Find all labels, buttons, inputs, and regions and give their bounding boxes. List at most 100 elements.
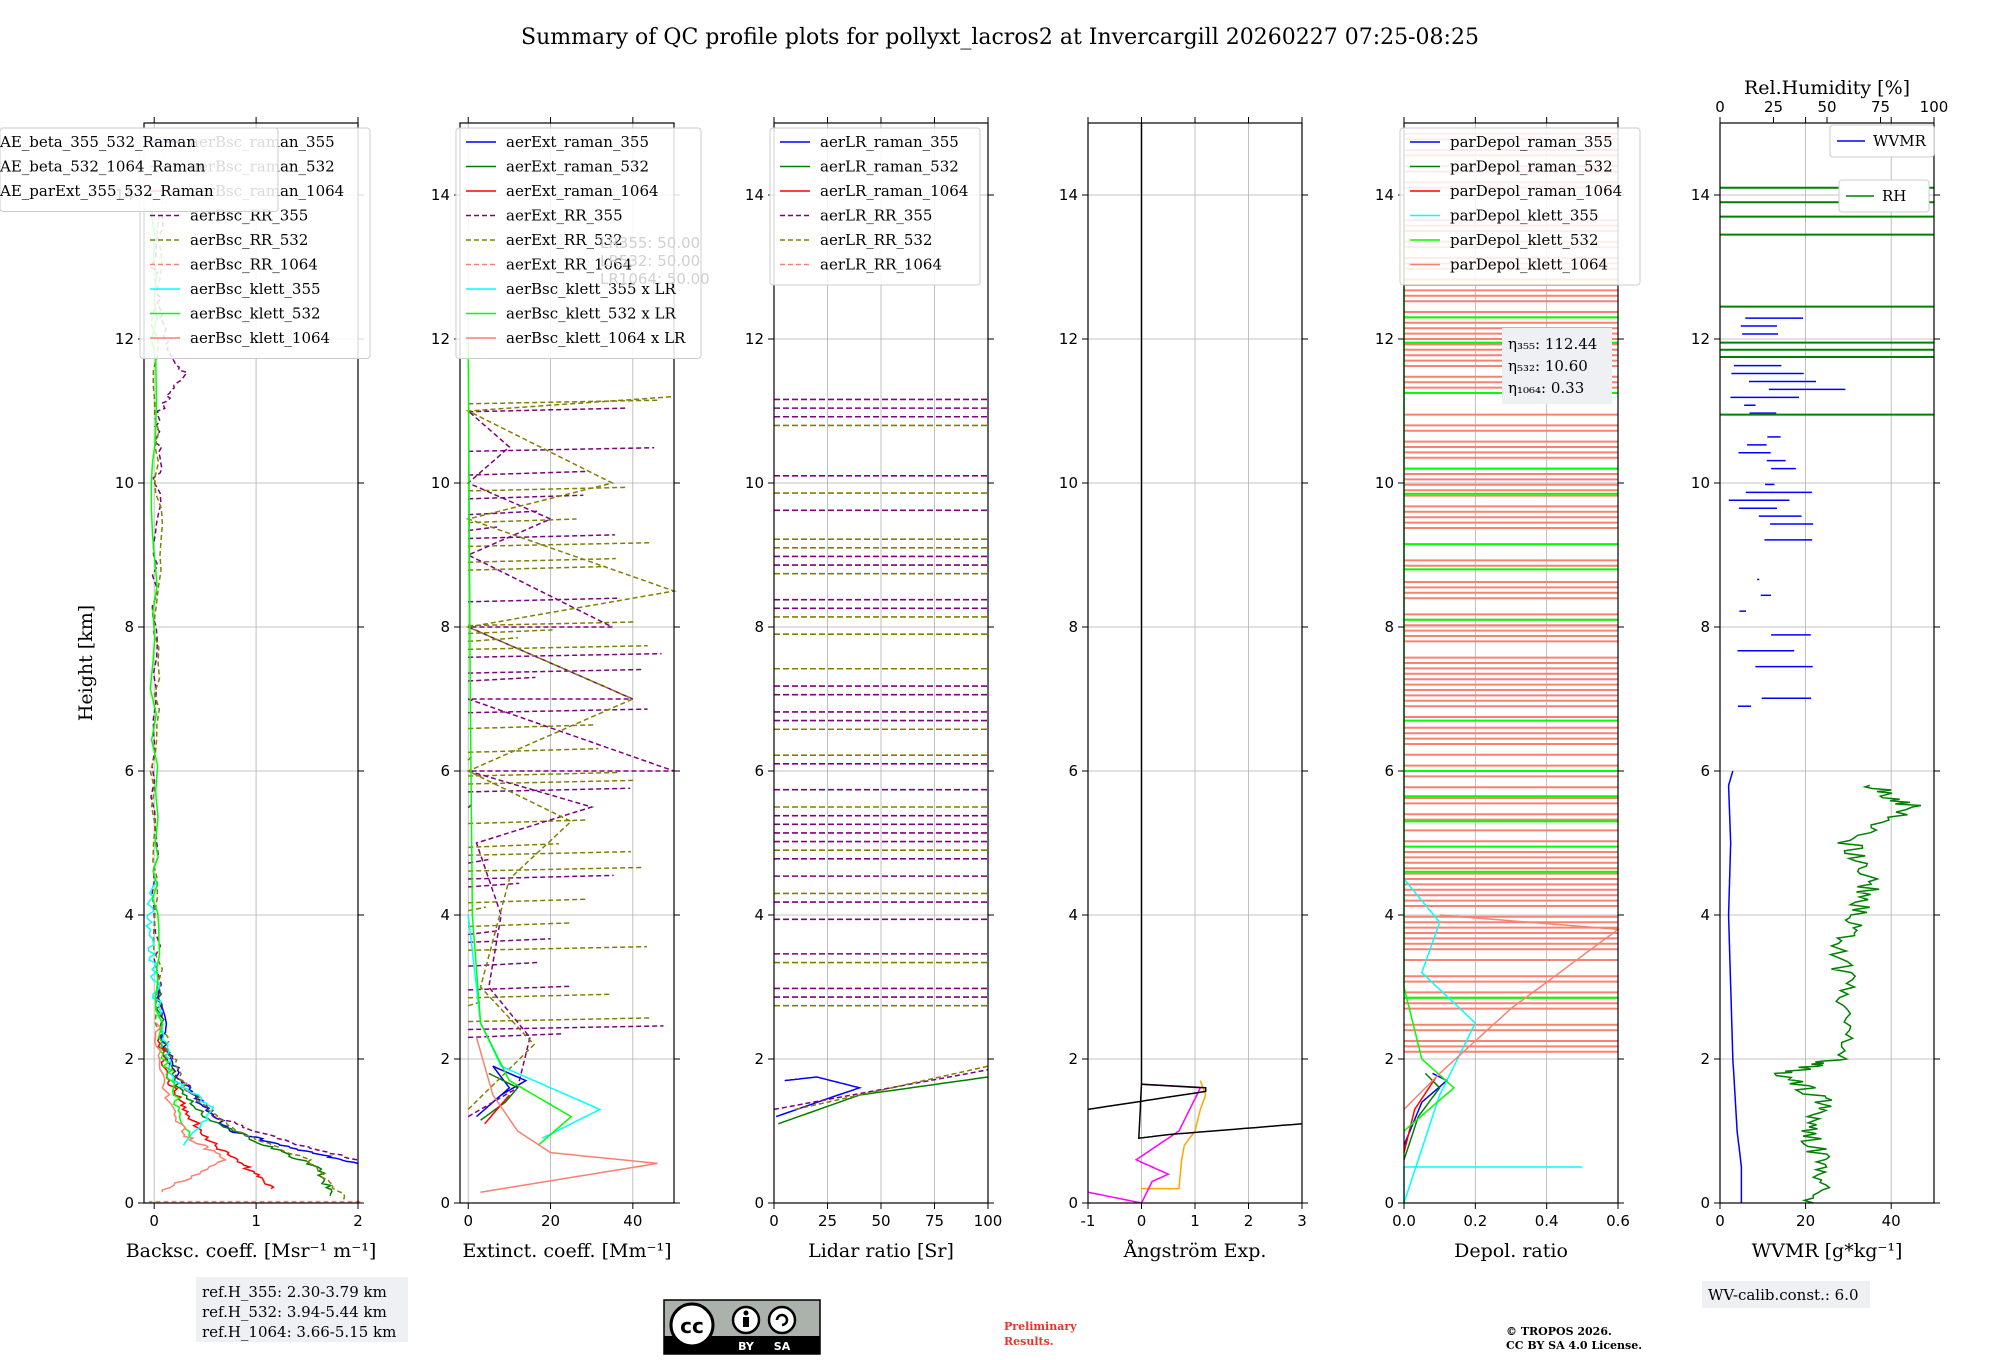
series-aerext-rr-532: [465, 395, 677, 1110]
y-tick-label: 10: [115, 474, 134, 492]
series-aerbsc-klett-355-x-lr: [467, 914, 602, 1139]
y-tick-label: 4: [754, 906, 764, 924]
svg-text:cc: cc: [680, 1314, 704, 1338]
y-tick-label: 10: [431, 474, 450, 492]
eta-label: η₅₃₂: 10.60: [1508, 357, 1588, 375]
series-ae-beta-355-532-raman: [1141, 1080, 1207, 1190]
wv-calib-box: WV-calib.const.: 6.0: [1702, 1281, 1870, 1308]
y-tick-label: 10: [1375, 474, 1394, 492]
axes-frame: [1719, 122, 1935, 1204]
extinction-rr-segment: [468, 399, 659, 405]
y-tick-label: 8: [1384, 618, 1394, 636]
series-aerext-raman-532: [480, 1072, 519, 1121]
series-aerbsc-klett-1064-x-lr: [475, 1037, 658, 1193]
legend-label-pardepol-raman-1064: parDepol_raman_1064: [1450, 182, 1622, 200]
wv-calib-label: WV-calib.const.: 6.0: [1708, 1286, 1859, 1304]
legend-label-ae-beta-355-532-raman: AE_beta_355_532_Raman: [0, 133, 196, 151]
x-tick-label: 40: [1882, 1212, 1901, 1230]
legend: aerLR_raman_355 aerLR_raman_532 aerLR_rama…: [769, 127, 981, 286]
y-tick-label: 6: [754, 762, 764, 780]
series-pardepol-raman-1064: [1403, 1076, 1437, 1153]
legend-label-pardepol-klett-1064: parDepol_klett_1064: [1450, 256, 1608, 274]
y-tick-label: 0: [1700, 1194, 1710, 1212]
series-rh: [1773, 784, 1922, 1204]
x2-tick-label: 75: [1871, 98, 1890, 116]
y-tick-label: 8: [440, 618, 450, 636]
x2-tick-label: 25: [1764, 98, 1783, 116]
x-axis-label: Backsc. coeff. [Msr⁻¹ m⁻¹]: [126, 1240, 377, 1262]
extinction-rr-segment: [468, 597, 618, 603]
license-sa-label: SA: [774, 1340, 791, 1353]
y-tick-label: 2: [124, 1050, 134, 1068]
y-tick-label: 0: [754, 1194, 764, 1212]
legend-label-aerbsc-klett-1064: aerBsc_klett_1064: [190, 329, 330, 347]
x-tick-label: 40: [623, 1212, 642, 1230]
extinction-rr-segment: [468, 486, 627, 492]
extinction-rr-segment: [468, 961, 538, 967]
extinction-rr-segment: [468, 842, 559, 849]
axes-frame: [1403, 122, 1619, 1204]
extinction-rr-segment: [468, 850, 631, 856]
series-pardepol-raman-355: [1403, 1072, 1449, 1146]
y-tick-label: 0: [1068, 1194, 1078, 1212]
extinction-rr-segment: [468, 494, 584, 500]
y-tick-label: 6: [124, 762, 134, 780]
series-ae-parext-355-532-raman: [1087, 123, 1303, 1140]
x-tick-label: 3: [1297, 1212, 1307, 1230]
series-aerext-raman-1064: [484, 1094, 510, 1125]
extinction-rr-segment: [468, 407, 628, 413]
extinction-rr-segment: [468, 708, 648, 714]
ref-h-532: ref.H_532: 3.94-5.44 km: [202, 1303, 387, 1321]
legend-box: [769, 127, 981, 286]
extinction-rr-segment: [468, 938, 551, 944]
extinction-rr-segment: [468, 866, 642, 872]
x-tick-label: 75: [925, 1212, 944, 1230]
x-tick-label: 1: [251, 1212, 261, 1230]
extinction-rr-segment: [468, 1033, 563, 1039]
extinction-rr-segment: [468, 922, 571, 928]
x-tick-label: 20: [1796, 1212, 1815, 1230]
x-tick-label: 0.4: [1535, 1212, 1559, 1230]
extinction-rr-segment: [468, 771, 620, 777]
y-tick-label: 14: [1059, 186, 1078, 204]
series-aerlr-rr-355: [773, 1069, 989, 1111]
figure-title: Summary of QC profile plots for pollyxt_…: [521, 25, 1479, 50]
legend-label-aerbsc-rr-532: aerBsc_RR_532: [190, 231, 308, 249]
panel-depol: 0.0 0.2 0.4 0.6 0 2 4 6 8 10 12 14 Depol. ratio parDe…: [1375, 117, 1641, 1262]
series-aerlr-raman-355: [775, 1076, 863, 1118]
series-wvmr: [1727, 770, 1743, 1203]
series-pardepol-klett-1064: [1403, 914, 1621, 1110]
extinction-rr-segment: [468, 898, 587, 904]
x-axis-label: Extinct. coeff. [Mm⁻¹]: [462, 1240, 671, 1262]
series-aerbsc-rr-532: [149, 130, 346, 1200]
series-aerbsc-klett-532-x-lr: [467, 338, 573, 1146]
extinction-rr-segment: [468, 668, 644, 674]
legend-rh: RH: [1838, 179, 1930, 213]
extinction-rr-segment: [468, 787, 631, 793]
preliminary-label-2: Results.: [1004, 1335, 1054, 1348]
extinction-rr-segment: [468, 882, 520, 888]
cc-by-sa-logo: cc BY SA: [663, 1299, 821, 1355]
extinction-rr-segment: [468, 945, 647, 952]
x-axis-label: Depol. ratio: [1454, 1240, 1568, 1262]
y-tick-label: 12: [1059, 330, 1078, 348]
y-tick-label: 12: [1375, 330, 1394, 348]
series-aerext-rr-355: [466, 410, 675, 1118]
eta-box: η₃₅₅: 112.44 η₅₃₂: 10.60 η₁₀₆₄: 0.33: [1502, 328, 1612, 404]
x-tick-label: -1: [1081, 1212, 1096, 1230]
legend-label-pardepol-klett-355: parDepol_klett_355: [1450, 207, 1599, 225]
lr-label: LR355: 50.00: [600, 234, 700, 252]
extinction-rr-segment: [468, 874, 614, 880]
legend-label-aerbsc-klett-355-x-lr: aerBsc_klett_355 x LR: [506, 280, 677, 298]
y-tick-label: 12: [115, 330, 134, 348]
y-tick-label: 2: [1700, 1050, 1710, 1068]
series-aerlr-raman-532: [778, 1076, 989, 1125]
legend-label-aerext-rr-355: aerExt_RR_355: [506, 207, 623, 225]
legend-label-aerext-raman-532: aerExt_raman_532: [506, 158, 649, 176]
legend-box: [1399, 127, 1641, 286]
y-tick-label: 14: [1375, 186, 1394, 204]
copyright-line-2: CC BY SA 4.0 License.: [1506, 1339, 1642, 1352]
legend-label-aerbsc-klett-355: aerBsc_klett_355: [190, 280, 321, 298]
y-tick-label: 12: [1691, 330, 1710, 348]
panel-lidar_ratio: 0 25 50 75 100 0 2 4 6 8 10 12 14 Lidar ratio [Sr] aer…: [745, 117, 1002, 1262]
